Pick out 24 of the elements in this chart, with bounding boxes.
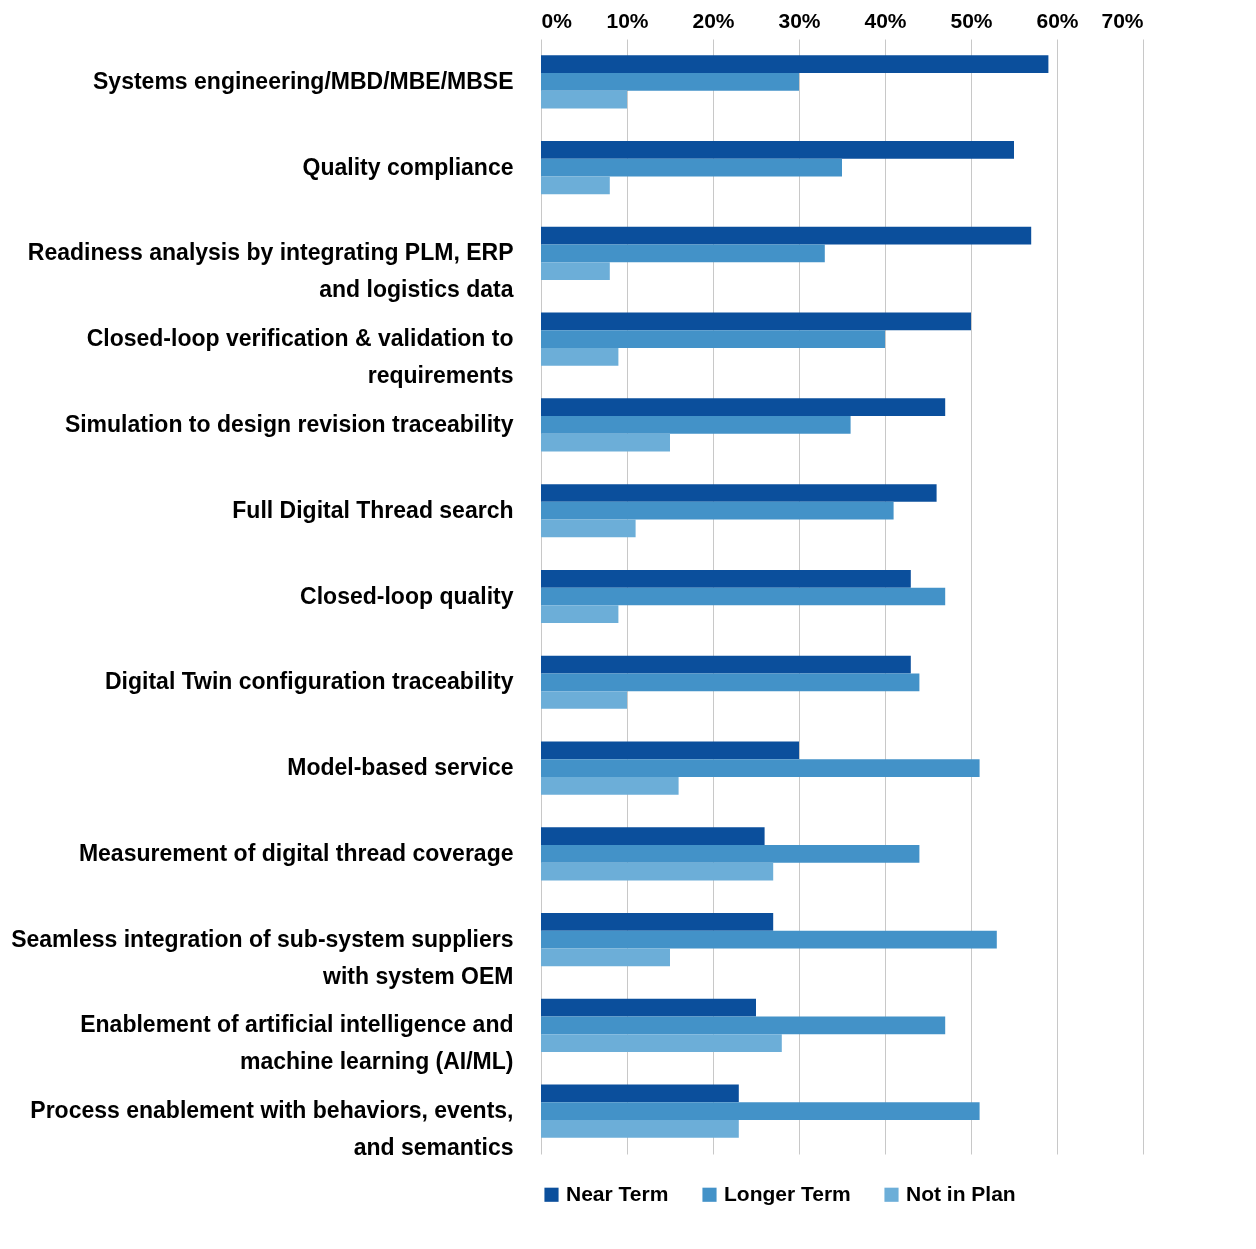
y-tick-label: Measurement of digital thread coverage	[78, 839, 514, 866]
x-tick-label: 0%	[541, 8, 573, 32]
x-tick-label: 30%	[778, 8, 821, 32]
y-tick-label: Systems engineering/MBD/MBE/MBSE	[93, 67, 514, 94]
legend-label: Near Term	[566, 1181, 669, 1205]
x-tick-label: 10%	[606, 8, 649, 32]
x-tick-label: 40%	[864, 8, 907, 32]
legend-label: Not in Plan	[906, 1181, 1016, 1205]
y-tick-label: Digital Twin configuration traceability	[105, 668, 514, 695]
x-tick-label: 70%	[1101, 8, 1144, 32]
x-tick-label: 50%	[950, 8, 993, 32]
y-tick-label: Readiness analysis by integrating PLM, ERP and logistics data	[27, 239, 514, 303]
y-tick-label: Closed-loop verification & validation to requirements	[86, 325, 514, 389]
x-tick-label: 60%	[1036, 8, 1079, 32]
y-tick-label: Quality compliance	[302, 153, 514, 180]
y-tick-label: Seamless integration of sub-system suppliers with system OEM	[11, 925, 514, 989]
y-tick-label: Process enablement with behaviors, events, and semantics	[30, 1097, 514, 1161]
y-tick-label: Model-based service	[287, 754, 514, 781]
legend-label: Longer Term	[724, 1181, 851, 1205]
y-tick-label: Enablement of artificial intelligence and machine learning (AI/ML)	[80, 1011, 514, 1075]
x-tick-label: 20%	[692, 8, 735, 32]
y-tick-label: Closed-loop quality	[300, 582, 514, 609]
y-tick-label: Full Digital Thread search	[232, 496, 514, 523]
y-tick-label: Simulation to design revision traceability	[64, 410, 514, 437]
